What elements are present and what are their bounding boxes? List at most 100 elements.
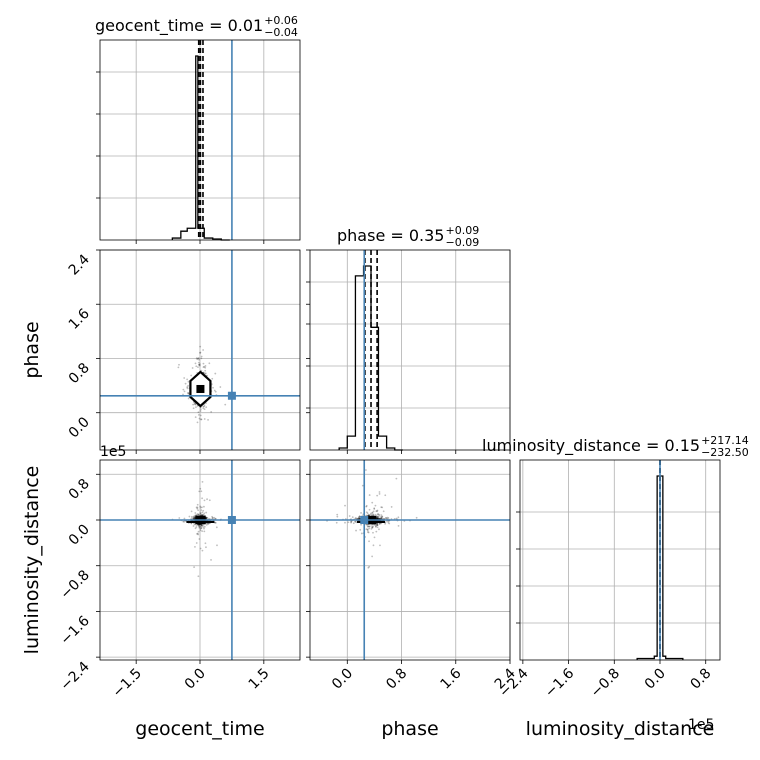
sample-point [197,513,200,516]
axes-frame [309,249,511,451]
sample-point [369,514,372,516]
sample-point [202,523,205,526]
sample-point [376,523,379,526]
y-tick-label-phase: 0.0 [66,414,93,441]
sample-point [190,522,193,525]
sample-point [190,510,193,513]
sample-point [344,521,346,524]
sample-point [197,509,200,512]
sample-point [356,517,359,520]
x-tick-label-luminosity_distance: 0.8 [687,666,714,693]
sample-point [380,514,383,516]
sample-point [376,515,379,518]
sample-point [200,418,203,421]
sample-point [205,511,208,514]
sample-point [365,523,368,526]
sample-point [364,469,367,471]
panel-title-phase: phase = 0.35 +0.09−0.09 [337,224,479,249]
sample-point [192,515,195,518]
sample-point [367,525,370,528]
sample-point [183,390,186,393]
sample-point [203,418,206,420]
sample-point [198,523,201,526]
x-tick-label-luminosity_distance: −0.8 [588,666,623,701]
sample-point [195,365,198,368]
sample-point [193,403,196,406]
sample-point [199,514,202,517]
sample-point [194,362,197,365]
panel-2d-phase-luminosity_distance [309,459,511,661]
sample-point [359,528,362,531]
sample-point [380,516,383,519]
sample-point [199,511,202,514]
sample-point [375,515,378,518]
sample-point [375,515,378,518]
sample-point [366,531,369,533]
sample-point [397,516,400,519]
sample-point [358,517,361,520]
sample-point [200,523,203,526]
sample-point [195,406,197,409]
sample-point [382,510,385,513]
sample-point [198,526,201,529]
sample-point [205,517,207,520]
sample-point [214,521,217,524]
sample-point [384,494,387,497]
sample-point [202,514,205,517]
sample-point [374,523,377,526]
sample-point [203,505,205,508]
sample-point [197,361,200,364]
sample-point [211,517,214,520]
sample-point [200,514,203,516]
sample-point [380,517,383,520]
y-tick-label-phase: 0.8 [66,360,93,387]
sample-point [358,516,360,519]
sample-point [190,374,193,377]
sample-point [377,517,380,519]
sample-point [194,523,196,526]
sample-point [376,517,379,519]
sample-point [197,366,199,369]
sample-point [368,527,370,530]
sample-point [188,515,191,518]
sample-point [380,517,383,520]
sample-point [202,513,204,516]
sample-point [198,514,200,517]
sample-point [195,542,198,544]
sample-point [199,351,202,354]
sample-point [372,510,375,513]
sample-point [203,404,206,407]
sample-point [219,386,222,388]
sample-point [201,480,204,483]
sample-point [395,517,398,520]
sample-point [374,513,377,516]
sample-point [203,512,206,515]
sample-point [360,523,362,526]
sample-point [196,503,199,506]
sample-point [365,528,368,531]
sample-point [206,498,208,501]
sample-point [354,520,357,523]
sample-point [211,377,214,380]
sample-point [197,357,200,360]
sample-point [182,520,185,523]
sample-point [366,528,369,531]
x-axis-label-phase: phase [381,718,438,740]
sample-point [368,525,371,528]
sample-point [350,521,352,524]
sample-point [183,520,186,523]
sample-point [366,523,369,526]
sample-point [205,516,208,519]
sample-point [195,514,197,517]
sample-point [197,523,200,526]
sample-point [368,508,371,511]
sample-point [202,407,205,410]
sample-point [378,515,380,517]
y-tick-label-luminosity_distance: −0.8 [57,567,92,602]
sample-point [377,513,380,515]
sample-point [201,524,204,526]
sample-point [378,528,380,531]
sample-point [367,514,370,517]
sample-point [367,513,370,516]
sample-point [200,524,203,527]
